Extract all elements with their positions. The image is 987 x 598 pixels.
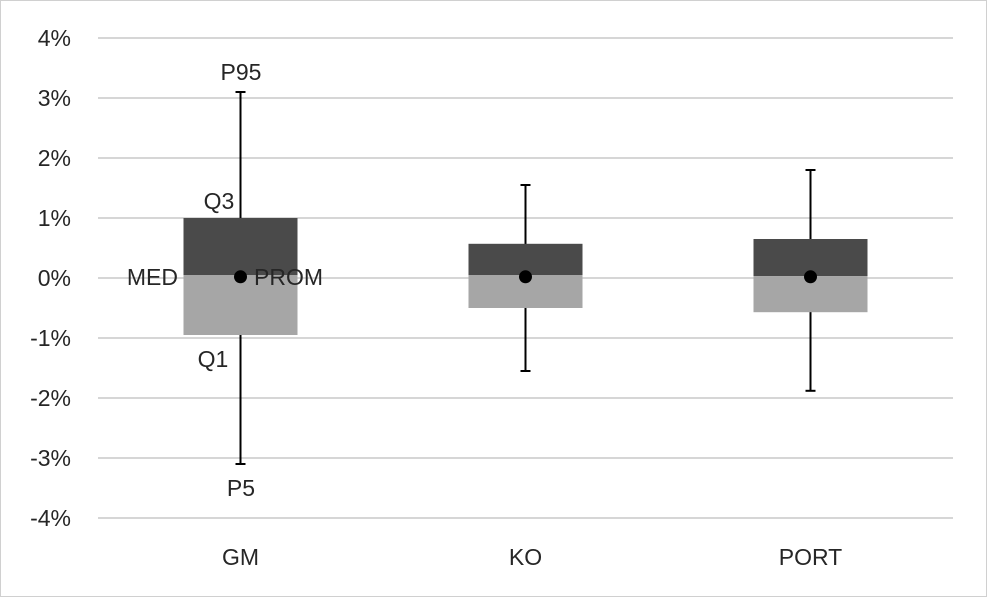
annotation-p5: P5 [227, 475, 255, 501]
box-port [753, 169, 868, 392]
mean-marker [234, 270, 247, 284]
box-upper-q3-median [753, 239, 868, 277]
box-upper-q3-median [183, 218, 298, 275]
annotation-q3: Q3 [204, 188, 235, 214]
x-category-label-port: PORT [779, 544, 842, 570]
y-tick-label: 0% [38, 265, 71, 291]
box-ko [468, 184, 583, 372]
y-tick-label: 3% [38, 85, 71, 111]
x-category-label-gm: GM [222, 544, 259, 570]
y-tick-label: 2% [38, 145, 71, 171]
annotation-median: MED [127, 264, 178, 290]
x-axis-category-labels: GM KO PORT [222, 544, 842, 570]
box-lower-median-q1 [183, 275, 298, 335]
mean-marker [519, 270, 532, 284]
y-tick-label: -2% [30, 385, 71, 411]
boxes [183, 91, 868, 465]
y-tick-label: 1% [38, 205, 71, 231]
annotation-mean: PROM [254, 264, 323, 290]
mean-marker [804, 270, 817, 284]
annotation-q1: Q1 [198, 346, 229, 372]
y-tick-label: -1% [30, 325, 71, 351]
box-gm [183, 91, 298, 465]
x-category-label-ko: KO [509, 544, 542, 570]
y-tick-label: -4% [30, 505, 71, 531]
y-tick-label: -3% [30, 445, 71, 471]
box-upper-q3-median [468, 243, 583, 275]
annotation-p95: P95 [221, 59, 262, 85]
annotations: P95 Q3 MED PROM Q1 P5 [127, 59, 323, 501]
y-tick-label: 4% [38, 25, 71, 51]
y-axis-tick-labels: 4% 3% 2% 1% 0% -1% -2% -3% -4% [30, 25, 71, 531]
